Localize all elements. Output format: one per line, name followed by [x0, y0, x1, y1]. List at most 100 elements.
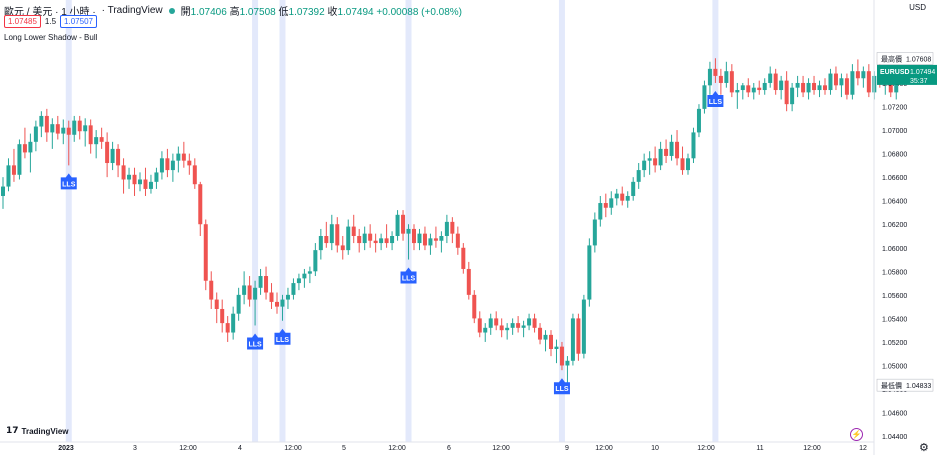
- candle-body: [735, 90, 740, 93]
- lls-marker-shape: [247, 333, 264, 350]
- low-price-marker-value: 1.04833: [906, 383, 931, 390]
- candle-body: [368, 233, 373, 241]
- candle-body: [538, 327, 543, 340]
- indicator-title[interactable]: Long Lower Shadow - Bull: [4, 33, 98, 42]
- candle-body: [762, 82, 767, 91]
- candle-body: [159, 158, 164, 173]
- signal-markers: LLS LLS LLS LLS LLS LLS: [60, 90, 724, 395]
- price-tick-label: 1.05000: [882, 363, 907, 370]
- candle-body: [247, 285, 252, 300]
- candle-body: [718, 75, 723, 83]
- candle-body: [768, 73, 773, 83]
- candle-body: [209, 280, 214, 300]
- candle-body: [702, 85, 707, 109]
- candle-body: [653, 158, 658, 166]
- candle-body: [488, 318, 493, 328]
- candle-body: [253, 287, 258, 300]
- candle-body: [861, 71, 866, 79]
- candle-body: [88, 125, 93, 145]
- trade-buttons: 1.07485 1.5 1.07507: [4, 15, 97, 28]
- candle-body: [428, 238, 433, 246]
- candle-body: [521, 325, 526, 328]
- lls-marker-label: LLS: [555, 386, 569, 393]
- currency-label[interactable]: USD: [909, 3, 926, 12]
- price-tick-label: 1.07200: [882, 105, 907, 112]
- candle-body: [598, 203, 603, 220]
- candle-body: [329, 224, 334, 244]
- market-open-icon: [168, 7, 175, 14]
- candle-body: [181, 153, 186, 161]
- low-value: 1.07392: [288, 7, 325, 18]
- candle-body: [1, 186, 5, 196]
- candle-body: [22, 144, 27, 153]
- candle-body: [335, 224, 340, 246]
- candle-body: [466, 268, 471, 295]
- candle-body: [214, 299, 219, 309]
- candle-body: [757, 87, 762, 91]
- lls-marker-label: LLS: [62, 181, 76, 188]
- candle-body: [773, 73, 778, 91]
- candle-body: [340, 245, 345, 251]
- lightning-icon[interactable]: ⚡: [850, 428, 863, 441]
- lls-marker-shape: [60, 173, 77, 190]
- candle-body: [499, 325, 504, 331]
- candle-body: [17, 144, 22, 175]
- price-tick-label: 1.05400: [882, 316, 907, 323]
- signal-highlight: [558, 0, 565, 442]
- candle-body: [625, 195, 630, 201]
- candle-body: [866, 71, 871, 93]
- close-label: 收: [327, 7, 338, 18]
- sell-button[interactable]: 1.07485: [4, 15, 41, 28]
- candle-body: [724, 71, 729, 83]
- price-tick-label: 1.04600: [882, 411, 907, 418]
- candle-body: [307, 271, 312, 274]
- candle-body: [242, 285, 247, 295]
- candle-body: [132, 174, 137, 185]
- candle-body: [576, 318, 581, 354]
- time-tick-label: 12:00: [284, 445, 302, 452]
- buy-button[interactable]: 1.07507: [60, 15, 97, 28]
- lls-marker-label: LLS: [248, 341, 262, 348]
- price-tick-label: 1.07000: [882, 128, 907, 135]
- time-tick-label: 12:00: [803, 445, 821, 452]
- ohlc-readout: 開1.07406 高1.07508 低1.07392 收1.07494 +0.0…: [181, 3, 462, 18]
- candle-body: [444, 221, 449, 236]
- candle-body: [44, 115, 49, 133]
- candle-body: [433, 238, 438, 241]
- lls-signal-marker: LLS: [553, 378, 570, 395]
- last-price-value: 1.07494: [910, 69, 935, 76]
- symbol-title[interactable]: 歐元 / 美元 · 1 小時 ·: [4, 7, 96, 18]
- candle-body: [187, 160, 192, 166]
- candle-body: [527, 318, 532, 326]
- lls-marker-label: LLS: [709, 99, 723, 106]
- candle-body: [417, 233, 422, 244]
- candle-body: [99, 137, 104, 142]
- candle-body: [94, 137, 99, 145]
- tradingview-logo[interactable]: 17 TradingView: [6, 426, 69, 436]
- candle-body: [510, 323, 515, 328]
- candle-body: [494, 318, 499, 326]
- candle-body: [422, 233, 427, 246]
- candle-body: [647, 158, 652, 161]
- price-tick-label: 1.06400: [882, 199, 907, 206]
- candle-body: [275, 301, 279, 307]
- candle-body: [165, 158, 170, 171]
- gear-icon[interactable]: ⚙: [919, 442, 929, 454]
- price-tick-label: 1.05800: [882, 269, 907, 276]
- candle-body: [39, 115, 44, 127]
- spread-value: 1.5: [44, 17, 57, 26]
- candle-body: [170, 160, 175, 171]
- lls-signal-marker: LLS: [707, 90, 724, 107]
- candle-body: [83, 125, 88, 132]
- candle-body: [373, 240, 378, 244]
- price-tick-label: 1.05200: [882, 340, 907, 347]
- candle-body: [450, 221, 455, 234]
- candle-body: [362, 233, 367, 244]
- candle-body: [680, 158, 685, 171]
- candle-body: [691, 132, 696, 159]
- candle-body: [127, 174, 132, 180]
- candle-body: [686, 158, 690, 171]
- candle-body: [143, 179, 148, 189]
- candle-body: [401, 214, 406, 234]
